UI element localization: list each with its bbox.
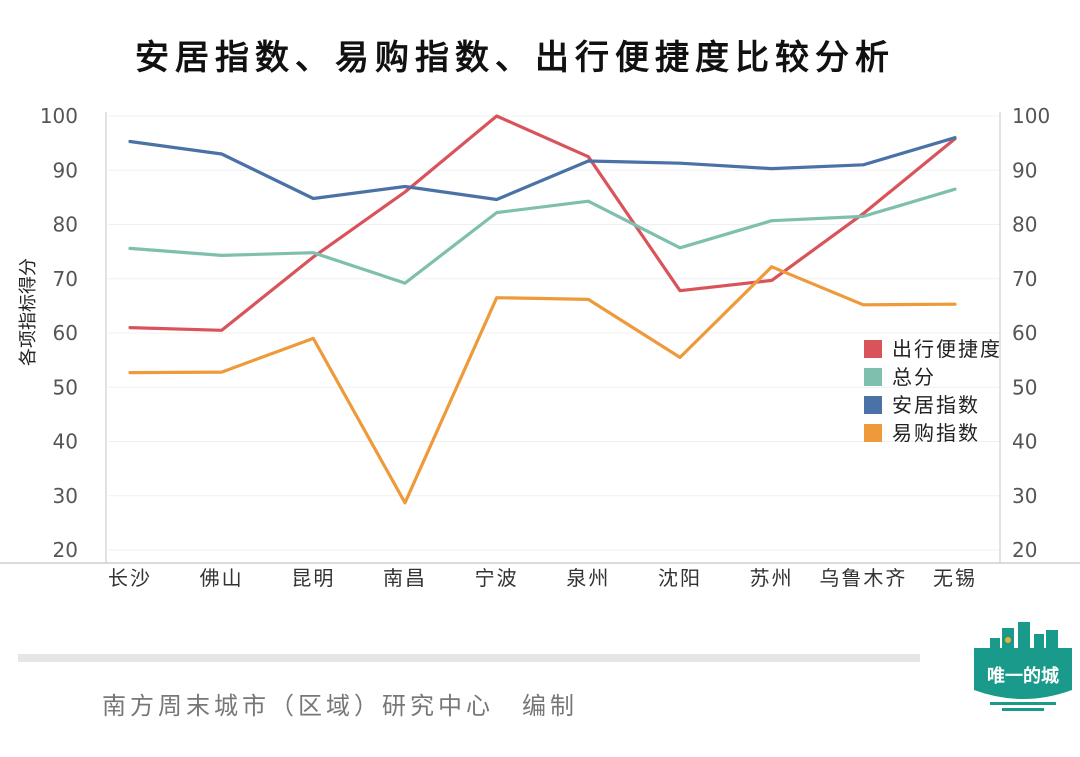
series-line <box>128 136 957 202</box>
logo-text: 唯一的城 <box>987 665 1059 687</box>
logo-underline-2 <box>1002 708 1044 711</box>
y-tick-label-right: 40 <box>1012 430 1037 454</box>
y-tick-label-left: 40 <box>53 430 78 454</box>
x-tick-label: 昆明 <box>291 566 335 590</box>
series-line <box>128 187 957 285</box>
y-tick-label-left: 20 <box>53 538 78 562</box>
y-tick-label-left: 50 <box>53 375 78 399</box>
y-tick-label-left: 80 <box>53 213 78 237</box>
legend-label: 安居指数 <box>892 393 980 417</box>
y-tick-label-left: 60 <box>53 321 78 345</box>
legend-label: 易购指数 <box>892 421 980 445</box>
y-tick-label-right: 20 <box>1012 538 1037 562</box>
axes <box>0 112 1080 564</box>
y-tick-label-right: 90 <box>1012 158 1037 182</box>
y-tick-label-left: 100 <box>40 104 78 128</box>
series-lines <box>128 114 957 505</box>
series-line <box>128 265 957 505</box>
x-tick-label: 佛山 <box>200 566 244 590</box>
y-tick-label-right: 70 <box>1012 267 1037 291</box>
legend-swatch <box>864 340 882 358</box>
y-axis-left-ticks: 20 30 40 50 60 70 80 90 100 <box>40 104 78 562</box>
y-tick-label-right: 30 <box>1012 484 1037 508</box>
x-tick-label: 南昌 <box>383 566 427 590</box>
y-axis-label: 各项指标得分 <box>18 258 39 366</box>
y-tick-label-left: 90 <box>53 158 78 182</box>
legend-swatch <box>864 396 882 414</box>
y-axis-right-ticks: 20 30 40 50 60 70 80 90 100 <box>1012 104 1050 562</box>
y-tick-label-right: 50 <box>1012 375 1037 399</box>
x-tick-label: 泉州 <box>566 566 610 590</box>
y-tick-label-left: 70 <box>53 267 78 291</box>
legend-swatch <box>864 368 882 386</box>
logo-badge-shape <box>974 648 1072 699</box>
y-tick-label-left: 30 <box>53 484 78 508</box>
x-tick-label: 乌鲁木齐 <box>819 566 907 590</box>
x-tick-label: 苏州 <box>750 566 794 590</box>
legend-label: 总分 <box>892 365 936 389</box>
logo-underline <box>990 702 1056 705</box>
x-axis-categories: 长沙 佛山 昆明 南昌 宁波 泉州 沈阳 苏州 乌鲁木齐 无锡 <box>108 566 977 590</box>
x-tick-label: 长沙 <box>108 566 152 590</box>
y-tick-label-right: 60 <box>1012 321 1037 345</box>
grid-lines <box>108 115 1000 551</box>
y-tick-label-right: 80 <box>1012 213 1037 237</box>
chart-title: 安居指数、易购指数、出行便捷度比较分析 <box>135 38 895 78</box>
logo: 唯一的城 <box>974 622 1072 711</box>
legend-label: 出行便捷度 <box>892 337 1002 361</box>
footer-credit: 南方周末城市（区域）研究中心 编制 <box>102 692 578 720</box>
x-tick-label: 沈阳 <box>658 566 702 590</box>
legend-swatch <box>864 424 882 442</box>
x-tick-label: 无锡 <box>933 566 977 590</box>
footer-divider <box>18 654 920 662</box>
y-tick-label-right: 100 <box>1012 104 1050 128</box>
series-line <box>128 114 957 332</box>
x-tick-label: 宁波 <box>475 566 519 590</box>
